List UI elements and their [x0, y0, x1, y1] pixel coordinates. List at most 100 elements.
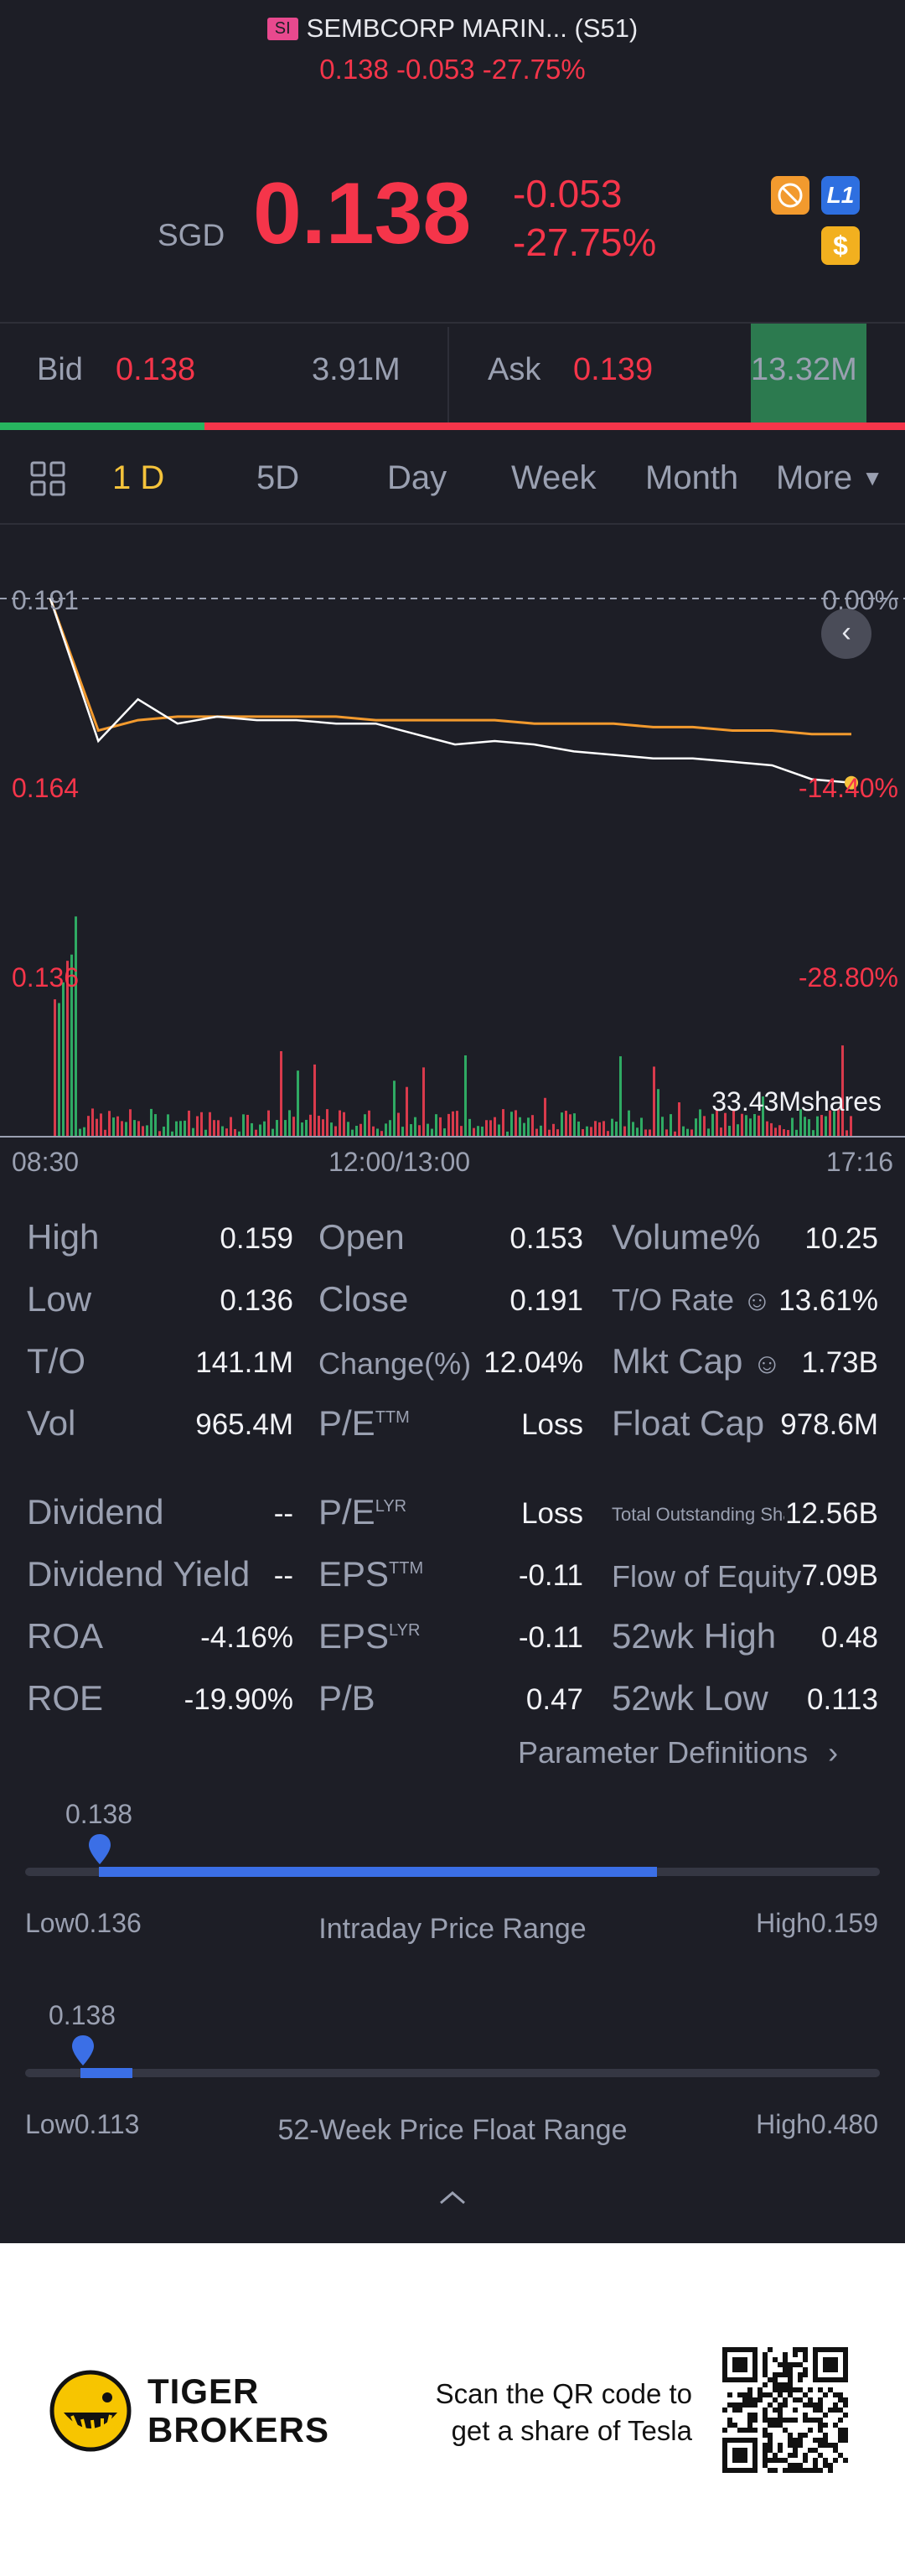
volume-bar: [284, 1120, 287, 1137]
tab-more[interactable]: More ▼: [776, 459, 883, 497]
volume-bar: [720, 1127, 722, 1137]
eps-ttm-sup: TTM: [389, 1559, 424, 1578]
volume-bar: [322, 1119, 324, 1137]
volume-bar: [427, 1123, 429, 1137]
volume-bar: [623, 1126, 626, 1137]
volume-bar: [649, 1129, 651, 1137]
volume-bars: [54, 916, 852, 1137]
bid-ratio-bar: [0, 422, 204, 430]
volume-bar: [749, 1118, 752, 1137]
volume-bar: [590, 1127, 592, 1137]
week52-low-label: Low: [25, 2109, 75, 2139]
tab-day[interactable]: Day: [387, 459, 447, 496]
tab-1d[interactable]: 1 D: [112, 459, 165, 496]
stat-pb-label: P/B: [318, 1678, 375, 1718]
volume-bar: [410, 1124, 412, 1137]
info-icon[interactable]: ☺: [752, 1348, 782, 1380]
volume-bar: [79, 1128, 81, 1137]
volume-bar: [665, 1129, 668, 1137]
price-change-block: -0.053 -27.75%: [513, 169, 656, 267]
volume-bar: [540, 1125, 542, 1137]
tab-week[interactable]: Week: [511, 459, 597, 496]
volume-bar: [812, 1130, 814, 1137]
volume-bar: [217, 1120, 220, 1137]
volume-bar: [414, 1117, 416, 1137]
volume-bar: [795, 1129, 798, 1137]
volume-bar: [376, 1128, 379, 1137]
volume-bar: [112, 1117, 115, 1137]
volume-bar: [297, 1070, 299, 1137]
week52-range-fill: [80, 2068, 132, 2078]
stock-title[interactable]: SI SEMBCORP MARIN... (S51): [0, 13, 905, 44]
stat-eps-lyr-label: EPSLYR: [318, 1616, 420, 1656]
volume-bar: [62, 982, 65, 1137]
week52-high: High0.480: [756, 2109, 878, 2140]
intraday-low-label: Low: [25, 1908, 75, 1938]
volume-bar: [615, 1121, 618, 1137]
intraday-chart[interactable]: [0, 570, 905, 1157]
stat-low-label: Low: [27, 1279, 92, 1319]
last-price-dot: [845, 775, 858, 790]
currency-label: SGD: [158, 218, 225, 252]
volume-bar: [91, 1108, 94, 1137]
volume-bar: [707, 1128, 710, 1137]
volume-bar: [276, 1120, 278, 1137]
map-pin-icon: [72, 2035, 94, 2070]
price-axis-label-top: 0.191: [12, 585, 80, 615]
volume-bar: [632, 1122, 634, 1137]
stat-eps-ttm-label: EPSTTM: [318, 1554, 423, 1594]
intraday-high: High0.159: [756, 1908, 878, 1939]
parameter-definitions-link[interactable]: Parameter Definitions ›: [518, 1735, 838, 1770]
info-icon[interactable]: ☺: [742, 1285, 772, 1317]
collapse-chevron-icon[interactable]: ‹: [821, 609, 871, 659]
volume-bar: [70, 954, 73, 1137]
time-label-mid: 12:00/13:00: [328, 1147, 471, 1177]
volume-bar: [640, 1117, 643, 1137]
dollar-icon[interactable]: $: [821, 226, 860, 265]
volume-bar: [318, 1116, 320, 1137]
intraday-range-fill: [99, 1867, 657, 1877]
level1-badge[interactable]: L1: [821, 176, 860, 215]
volume-bar: [184, 1120, 186, 1137]
qr-caption-line1: Scan the QR code to: [435, 2378, 692, 2409]
volume-bar: [133, 1120, 136, 1137]
volume-bar: [192, 1127, 194, 1137]
volume-bar: [364, 1114, 366, 1137]
bid-label: Bid: [37, 352, 83, 387]
volume-bar: [100, 1113, 102, 1137]
volume-bar: [326, 1109, 328, 1137]
volume-bar: [548, 1129, 551, 1137]
eps-lyr-sup: LYR: [389, 1621, 421, 1640]
stat-foe-label: Flow of Equity: [612, 1559, 802, 1594]
volume-bar: [75, 916, 77, 1137]
volume-bar: [158, 1131, 161, 1137]
volume-bar: [833, 1111, 835, 1137]
brand-line2: BROKERS: [147, 2410, 330, 2449]
chevron-up-icon[interactable]: [436, 2186, 469, 2212]
volume-bar: [460, 1126, 463, 1137]
volume-bar: [301, 1122, 303, 1137]
volume-bar: [477, 1126, 479, 1137]
volume-bar: [334, 1126, 337, 1137]
stock-name: SEMBCORP MARIN... (S51): [306, 13, 639, 43]
tab-month[interactable]: Month: [645, 459, 739, 496]
volume-bar: [678, 1102, 680, 1137]
price-change-pct: -27.75%: [513, 220, 657, 264]
volume-bar: [179, 1121, 182, 1137]
intraday-range-title: Intraday Price Range: [318, 1913, 587, 1945]
stat-tos: 12.56B: [785, 1497, 878, 1530]
stat-eps-ttm: -0.11: [518, 1559, 583, 1592]
stat-high-label: High: [27, 1217, 100, 1257]
grid-menu-icon[interactable]: [28, 459, 67, 502]
volume-bar: [737, 1124, 739, 1137]
tab-5d[interactable]: 5D: [256, 459, 300, 496]
volume-bar: [464, 1055, 467, 1137]
pe-lyr-text: P/E: [318, 1492, 375, 1532]
volume-bar: [238, 1131, 240, 1137]
volume-bar: [636, 1127, 639, 1137]
volume-bar: [523, 1122, 525, 1137]
volume-bar: [330, 1122, 333, 1137]
short-sell-icon[interactable]: [771, 176, 809, 215]
volume-bar: [544, 1097, 546, 1137]
volume-bar: [339, 1110, 341, 1137]
